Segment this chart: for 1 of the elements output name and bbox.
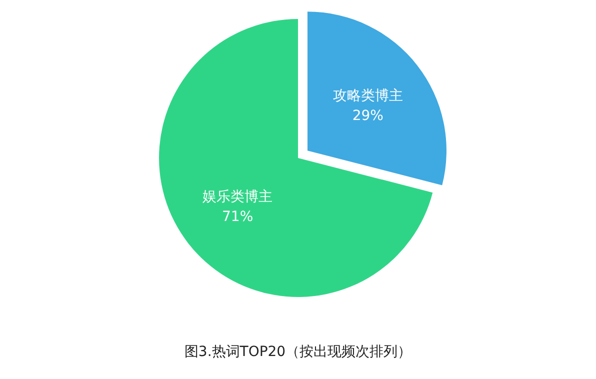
title: 图3.热词TOP20（按出现频次排列）: [184, 344, 412, 360]
